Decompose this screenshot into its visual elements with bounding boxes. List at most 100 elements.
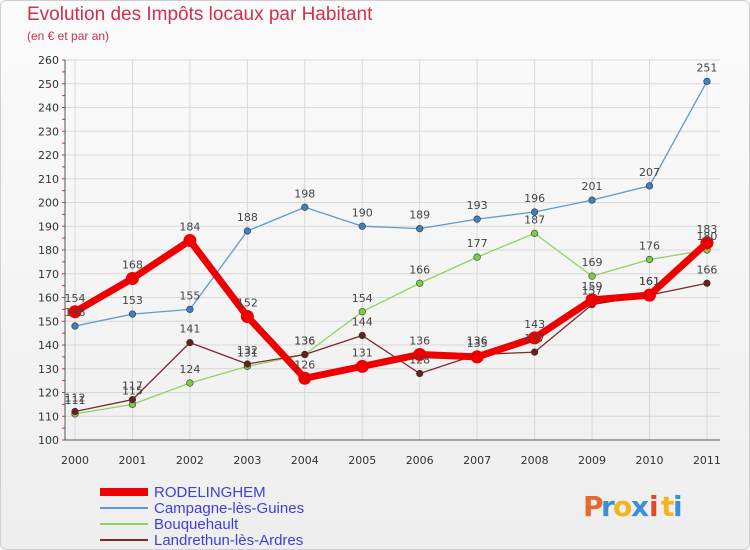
data-label: 137 [524,332,545,345]
x-tick-label: 2011 [693,454,721,467]
data-point [358,308,366,316]
data-label: 131 [237,346,258,359]
legend-label: RODELINGHEM [154,484,266,501]
x-tick-label: 2002 [176,454,204,467]
data-label: 136 [409,335,430,348]
x-tick-label: 2006 [406,454,434,467]
data-point [243,360,251,368]
data-label: 136 [467,335,488,348]
data-label: 144 [352,316,373,329]
data-label: 201 [582,180,603,193]
data-point [473,253,481,261]
y-tick-label: 230 [38,125,59,138]
data-label: 193 [467,199,488,212]
data-point [183,234,197,247]
data-label: 189 [409,209,430,222]
data-point [645,182,654,190]
data-label: 187 [524,213,545,226]
data-point [125,272,139,285]
y-tick-label: 120 [38,387,59,400]
data-point [301,350,309,359]
data-point [413,348,427,361]
x-tick-label: 2007 [463,454,491,467]
data-label: 251 [696,61,717,74]
data-label: 124 [179,363,200,376]
logo-letter: i [673,490,683,523]
legend-label: Campagne-lès-Guines [154,500,304,517]
data-label: 115 [122,384,143,397]
data-point [298,371,312,385]
y-tick-label: 210 [38,173,59,186]
data-point [528,331,542,345]
data-point [645,255,654,264]
data-label: 131 [352,346,373,359]
data-point [301,203,309,211]
data-label: 136 [294,335,315,348]
data-point [700,236,714,250]
chart-title: Evolution des Impôts locaux par Habitant [27,4,373,25]
data-label: 180 [696,230,717,243]
data-point [530,348,539,356]
y-tick-label: 170 [38,268,59,281]
x-tick-label: 2000 [61,454,89,467]
data-label: 155 [179,289,200,302]
y-tick-label: 140 [38,339,59,352]
data-label: 135 [467,337,488,350]
data-label: 111 [65,394,86,407]
y-tick-label: 220 [38,149,59,162]
data-label: 188 [237,211,258,224]
data-label: 166 [696,263,717,276]
data-label: 153 [122,294,143,307]
logo-letter: t [661,490,674,523]
data-point [530,208,539,216]
data-label: 184 [179,221,200,234]
data-label: 168 [122,259,143,272]
data-point [643,288,656,302]
x-tick-label: 2009 [578,454,606,467]
data-label: 154 [352,292,373,305]
y-tick-label: 130 [38,363,59,376]
data-point [703,77,711,85]
y-tick-label: 190 [38,220,59,233]
data-point [243,227,251,235]
series-line [74,232,708,415]
data-label: 177 [467,237,488,250]
axes: 100 110 120 130 140 150 160 170 180 190 200 210 220 2… [38,54,721,467]
data-label: 207 [639,166,660,179]
data-point [128,310,137,318]
data-label: 176 [639,240,660,253]
data-label: 136 [294,335,315,348]
data-point [588,272,596,280]
data-point [358,331,366,340]
data-point [473,215,481,223]
logo-letter: o [613,490,632,523]
y-tick-label: 110 [38,410,59,423]
data-point [186,379,194,387]
y-tick-label: 150 [38,315,59,328]
legend: RODELINGHEMCampagne-lès-GuinesBouquehaul… [100,484,304,549]
data-label: 159 [582,280,603,293]
data-point [68,305,82,319]
data-label: 161 [639,275,660,288]
data-point [416,225,424,233]
data-label: 152 [237,297,258,310]
data-label: 154 [65,292,86,305]
data-point [355,359,369,373]
logo-letter: i [649,490,659,523]
data-point [186,305,194,313]
data-point [128,396,137,404]
data-label: 198 [294,187,315,200]
y-tick-label: 200 [38,197,59,210]
data-label: 157 [582,285,603,298]
x-tick-label: 2005 [348,454,376,467]
data-label: 141 [179,323,200,336]
y-tick-label: 240 [38,102,59,115]
x-tick-label: 2003 [233,454,261,467]
y-tick-label: 100 [38,434,59,447]
series-line [74,80,708,327]
logo-letter: x [631,490,649,523]
data-point [703,279,711,287]
data-label: 126 [294,358,315,371]
x-tick-label: 2004 [291,454,319,467]
